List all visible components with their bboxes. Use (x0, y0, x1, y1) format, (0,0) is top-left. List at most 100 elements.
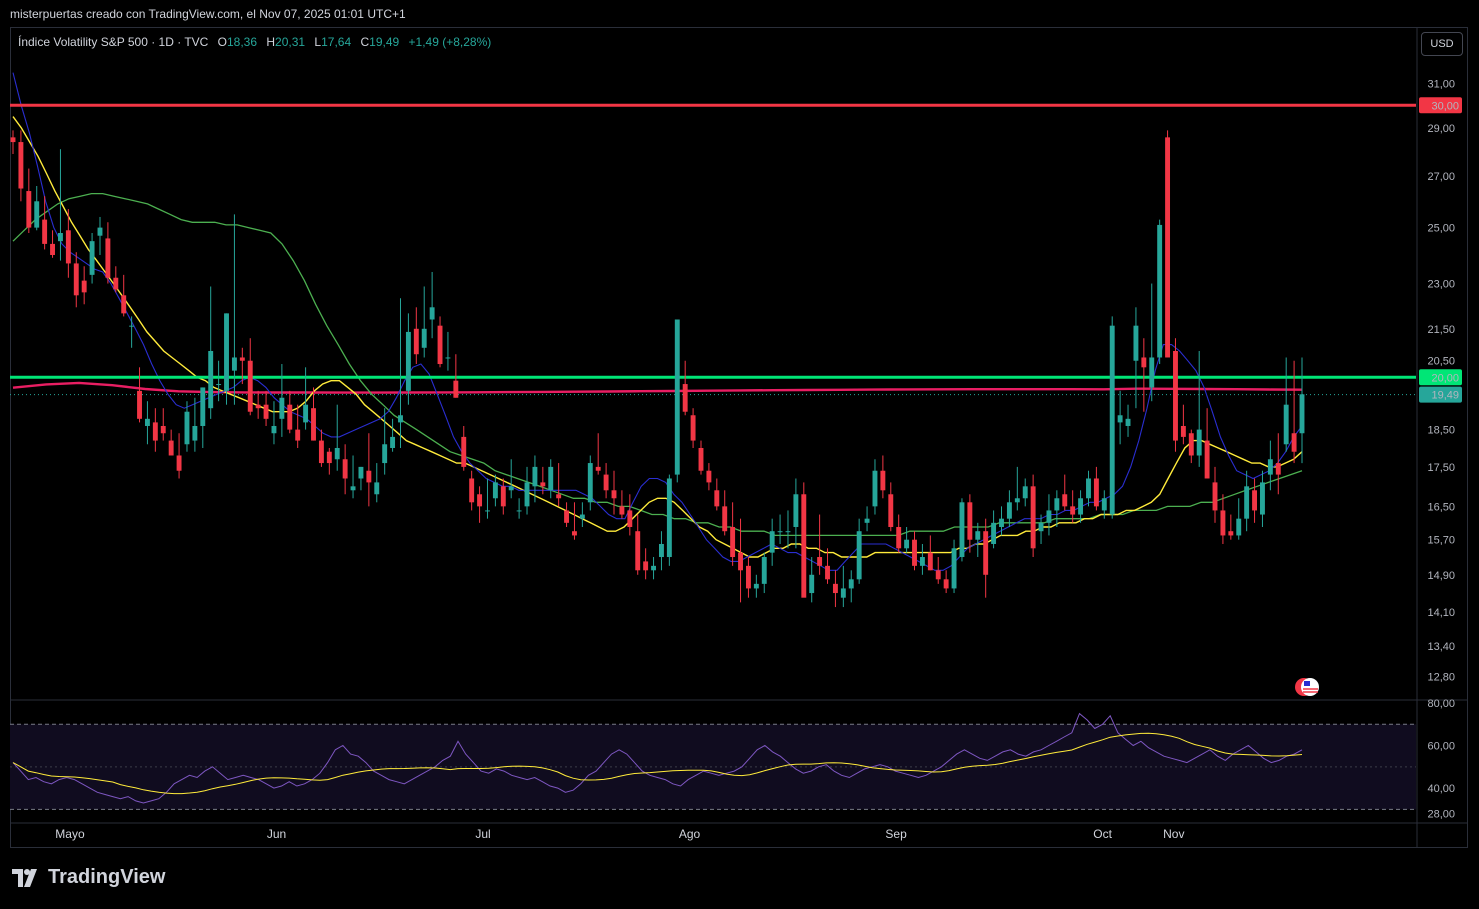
candle (999, 506, 1004, 536)
candle-body (927, 552, 933, 571)
candle (1165, 130, 1171, 358)
sma-mid-line (12, 116, 1303, 558)
candle-body (405, 331, 411, 391)
candle (912, 531, 917, 571)
candle (761, 552, 767, 594)
price-tick-label: 29,00 (1427, 123, 1455, 135)
candle-body (840, 588, 846, 598)
month-label: Jun (267, 827, 286, 841)
candle (651, 557, 656, 580)
high-label: H (266, 35, 276, 49)
candle (556, 463, 562, 507)
candle-body (880, 470, 886, 491)
candle-body (224, 313, 229, 391)
candle-body (745, 565, 751, 589)
candle-body (1275, 463, 1281, 475)
price-tick-label: 31,00 (1427, 78, 1455, 90)
sma-long-line (12, 381, 1303, 394)
candle-body (1244, 486, 1250, 519)
candle (904, 527, 910, 553)
candle-body (295, 429, 301, 441)
candle-body (603, 474, 609, 491)
candle-body (1038, 522, 1044, 532)
candle-body (231, 357, 237, 371)
rsi-ma-line (12, 732, 1303, 795)
candle-body (659, 543, 664, 558)
candle-body (366, 470, 372, 483)
candle (817, 514, 823, 575)
candle (97, 216, 103, 255)
candle-body (437, 325, 443, 365)
candle (1014, 466, 1020, 511)
candle (216, 360, 222, 402)
candle (1109, 316, 1115, 519)
candle-body (105, 238, 111, 278)
candle (1086, 470, 1091, 507)
candle-body (413, 328, 419, 355)
candle-body (983, 531, 989, 575)
candle-body (113, 277, 119, 290)
candle-body (572, 531, 577, 536)
candle-body (730, 527, 736, 558)
candle-body (10, 137, 16, 143)
candle (1078, 490, 1084, 523)
candle (1054, 490, 1060, 528)
candle (864, 506, 870, 532)
candle (485, 478, 490, 519)
candle (421, 286, 427, 358)
chart-pane[interactable] (10, 27, 1468, 848)
candle (801, 482, 807, 598)
candle (492, 474, 498, 507)
candle (540, 466, 546, 495)
tradingview-logo[interactable]: TradingView (12, 866, 165, 889)
candle-body (1117, 415, 1123, 423)
candle-body (1299, 394, 1305, 434)
candle (10, 130, 16, 154)
candle-body (144, 418, 150, 426)
candle (326, 447, 332, 475)
candle-body (129, 325, 135, 327)
candle-body (809, 574, 815, 594)
candle (121, 274, 127, 317)
candle (1038, 514, 1044, 544)
candle (793, 478, 799, 549)
candle (192, 397, 198, 452)
candle-body (1204, 440, 1210, 479)
candle-body (1030, 486, 1036, 549)
candle-body (216, 384, 222, 386)
candle-body (627, 510, 633, 528)
month-label: Jul (475, 827, 490, 841)
candle (745, 557, 751, 598)
candle (627, 494, 633, 536)
candle-body (540, 482, 546, 487)
candle (255, 390, 261, 419)
level-price-tag (1419, 97, 1462, 114)
candle (1157, 219, 1163, 365)
month-label: Sep (885, 827, 907, 841)
candle-body (65, 230, 71, 264)
candle-body (1291, 433, 1297, 452)
candle-body (374, 482, 380, 495)
candle-body (247, 360, 253, 412)
candle (1149, 283, 1155, 402)
candle-body (508, 486, 514, 491)
candle-body (1078, 498, 1084, 515)
candle-body (904, 539, 910, 549)
candle-body (872, 470, 878, 507)
candle-body (532, 466, 538, 487)
candle (1275, 433, 1281, 495)
candle (832, 570, 838, 608)
candle (1180, 404, 1186, 445)
candle (263, 390, 269, 426)
candle (1236, 498, 1242, 540)
candle (508, 459, 514, 499)
candle-body (556, 494, 562, 499)
candle (105, 222, 111, 284)
candle-body (1070, 506, 1076, 515)
currency-button[interactable]: USD (1421, 32, 1463, 56)
candle (374, 463, 380, 503)
candle-body (477, 494, 483, 507)
sma-slow-line (12, 192, 1303, 537)
candle-body (595, 466, 601, 471)
